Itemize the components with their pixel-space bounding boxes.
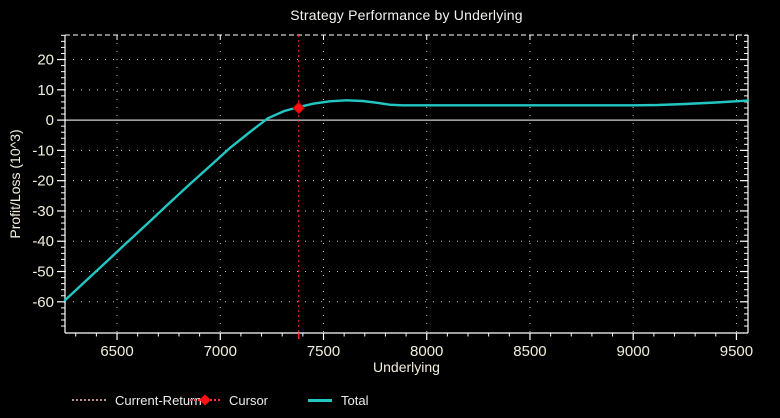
x-tick-label: 8000 bbox=[410, 343, 443, 360]
legend: Current-Return Cursor Total bbox=[0, 390, 780, 412]
y-tick-label: -10 bbox=[32, 142, 54, 159]
y-tick-label: -40 bbox=[32, 233, 54, 250]
legend-item-current-return[interactable]: Current-Return bbox=[72, 390, 202, 410]
x-tick-label: 6500 bbox=[100, 343, 133, 360]
chart-title: Strategy Performance by Underlying bbox=[290, 7, 523, 23]
y-tick-label: -30 bbox=[32, 203, 54, 220]
x-tick-label: 9500 bbox=[720, 343, 753, 360]
legend-label: Cursor bbox=[229, 392, 269, 408]
x-tick-label: 8500 bbox=[513, 343, 546, 360]
legend-label: Current-Return bbox=[115, 392, 202, 408]
legend-label: Total bbox=[341, 392, 369, 408]
y-tick-label: -50 bbox=[32, 264, 54, 281]
legend-item-cursor[interactable]: Cursor bbox=[190, 390, 268, 410]
x-axis-title: Underlying bbox=[373, 359, 440, 375]
y-tick-label: 0 bbox=[46, 112, 54, 129]
diamond-icon bbox=[199, 394, 211, 406]
x-tick-label: 9000 bbox=[617, 343, 650, 360]
x-tick-label: 7000 bbox=[204, 343, 237, 360]
x-tick-label: 7500 bbox=[307, 343, 340, 360]
current-return-line-icon bbox=[72, 399, 106, 401]
cursor-diamond-icon bbox=[190, 394, 220, 406]
total-curve bbox=[63, 99, 750, 302]
y-tick-label: 10 bbox=[37, 82, 54, 99]
y-tick-label: 20 bbox=[37, 52, 54, 69]
total-line-icon bbox=[308, 398, 332, 402]
cursor-marker bbox=[292, 101, 305, 115]
y-tick-label: -60 bbox=[32, 294, 54, 311]
legend-item-total[interactable]: Total bbox=[308, 390, 368, 410]
y-tick-label: -20 bbox=[32, 173, 54, 190]
